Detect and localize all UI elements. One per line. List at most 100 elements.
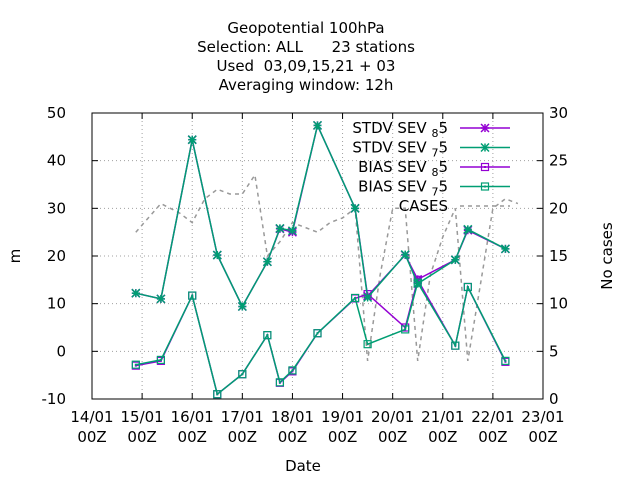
series-line <box>135 172 519 362</box>
legend-label-main: STDV SEV <box>352 119 427 137</box>
legend-label-tail: 5 <box>438 158 448 176</box>
data-point <box>156 355 166 365</box>
data-point <box>450 255 460 265</box>
y2-tick-label: 0 <box>549 390 559 408</box>
data-point <box>312 120 323 130</box>
y-axis-tick-labels: -10 0 10 20 30 40 50 <box>42 104 67 408</box>
data-point <box>262 257 272 267</box>
legend-label: STDV SEV 85 <box>352 119 448 140</box>
y2-axis-label: No cases <box>598 222 616 290</box>
legend-label-subscript: 7 <box>431 147 438 160</box>
legend-label-main: BIAS SEV <box>358 158 427 176</box>
y-tick-label: -10 <box>42 390 67 408</box>
y2-tick-label: 10 <box>549 295 568 313</box>
x-tick-label-time: 00Z <box>178 428 207 446</box>
data-point <box>363 292 373 303</box>
x-axis-tick-labels: 14/01 00Z 15/01 00Z 16/01 00Z 17/01 00Z 18/01 00Z… <box>70 408 564 446</box>
x-tick-label-time: 00Z <box>127 428 156 446</box>
x-tick-label-time: 00Z <box>228 428 257 446</box>
data-point <box>363 340 372 349</box>
legend-label: CASES <box>399 197 448 215</box>
x-tick-label-time: 00Z <box>428 428 457 446</box>
data-point <box>187 135 197 145</box>
x-tick-label-date: 15/01 <box>120 408 163 426</box>
chart-title-line: Used 03,09,15,21 + 03 <box>217 57 396 75</box>
x-tick-label-time: 00Z <box>528 428 557 446</box>
data-point <box>212 250 222 260</box>
y-tick-label: 50 <box>47 104 66 122</box>
x-tick-label-date: 21/01 <box>421 408 464 426</box>
data-point <box>156 294 166 304</box>
x-tick-label-time: 00Z <box>328 428 357 446</box>
chart-title-line: Averaging window: 12h <box>219 76 394 94</box>
x-tick-label-time: 00Z <box>478 428 507 446</box>
legend-entry: STDV SEV 75 <box>352 139 510 160</box>
legend-entry: CASES <box>399 197 510 215</box>
x-tick-label-date: 17/01 <box>221 408 264 426</box>
legend-swatch-marker <box>480 182 490 191</box>
data-point <box>213 390 222 399</box>
x-tick-label-time: 00Z <box>77 428 106 446</box>
data-point <box>451 341 460 350</box>
y-tick-label: 10 <box>47 295 66 313</box>
data-point <box>237 301 247 312</box>
data-point <box>131 360 140 369</box>
legend-label-tail: 5 <box>438 119 448 137</box>
legend-swatch-marker <box>480 162 490 172</box>
legend-swatch-marker <box>480 142 490 153</box>
series-bias-sev-75 <box>131 278 510 399</box>
data-point <box>350 203 360 213</box>
legend-label-main: CASES <box>399 197 448 215</box>
legend-label-subscript: 7 <box>431 186 438 199</box>
data-point <box>463 282 472 292</box>
x-tick-label-date: 14/01 <box>70 408 113 426</box>
legend-label-subscript: 8 <box>431 166 438 179</box>
x-tick-label-date: 20/01 <box>371 408 414 426</box>
x-tick-label-date: 23/01 <box>521 408 564 426</box>
data-point <box>131 288 141 298</box>
y-tick-label: 0 <box>56 342 66 360</box>
x-tick-label-date: 19/01 <box>321 408 364 426</box>
y-tick-label: 20 <box>47 247 66 265</box>
data-point <box>263 331 272 340</box>
legend-entry: BIAS SEV 85 <box>358 158 510 179</box>
x-axis-label: Date <box>285 457 321 475</box>
legend-label-tail: 5 <box>438 139 448 157</box>
legend-label-tail: 5 <box>438 178 448 196</box>
legend-label: BIAS SEV 85 <box>358 158 448 179</box>
series-stdv-sev-75 <box>131 120 510 312</box>
data-point <box>275 223 285 233</box>
series-line <box>135 123 506 309</box>
x-tick-label-time: 00Z <box>278 428 307 446</box>
data-point <box>313 329 322 338</box>
data-point <box>501 356 510 365</box>
data-point <box>413 278 422 287</box>
y-tick-label: 30 <box>47 199 66 217</box>
y-axis-label: m <box>6 249 24 264</box>
legend-swatch-marker <box>480 123 490 133</box>
series-cases <box>135 172 519 362</box>
data-point <box>288 366 297 375</box>
y2-tick-label: 15 <box>549 247 568 265</box>
legend-label: BIAS SEV 75 <box>358 178 448 199</box>
data-point <box>238 370 247 379</box>
data-point <box>400 250 410 260</box>
chart-title-line: Selection: ALL 23 stations <box>197 38 415 56</box>
y2-tick-label: 5 <box>549 342 559 360</box>
series-line <box>135 123 506 309</box>
y-tick-label: 40 <box>47 152 66 170</box>
data-point <box>350 293 360 303</box>
x-tick-label-date: 16/01 <box>171 408 214 426</box>
data-point <box>275 378 285 387</box>
x-tick-label-date: 18/01 <box>271 408 314 426</box>
y2-axis-tick-labels: 0 5 10 15 20 25 30 <box>549 104 568 408</box>
x-tick-label-date: 22/01 <box>471 408 514 426</box>
y2-tick-label: 20 <box>549 199 568 217</box>
data-series <box>131 120 519 399</box>
legend-label-main: STDV SEV <box>352 139 427 157</box>
legend-entry: STDV SEV 85 <box>352 119 510 140</box>
legend-entry: BIAS SEV 75 <box>358 178 510 199</box>
y2-tick-label: 30 <box>549 104 568 122</box>
